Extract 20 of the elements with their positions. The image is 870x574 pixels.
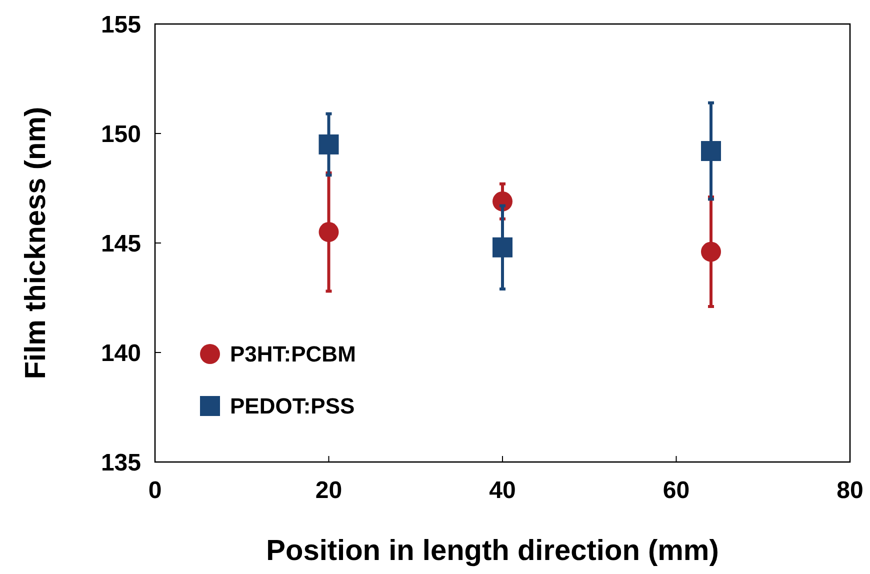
y-tick-label: 140	[100, 340, 141, 367]
legend-label: PEDOT:PSS	[230, 394, 355, 419]
y-tick-label: 155	[100, 11, 141, 38]
y-tick-label: 145	[100, 230, 141, 258]
point	[701, 141, 721, 162]
x-tick-label: 0	[148, 477, 162, 504]
x-tick-label: 60	[662, 477, 690, 504]
y-axis-title: Film thickness (nm)	[20, 106, 52, 380]
x-tick-label: 80	[836, 477, 864, 504]
y-tick-label: 150	[100, 120, 141, 148]
point	[492, 237, 512, 258]
y-tick-label: 135	[100, 449, 141, 476]
point	[701, 242, 721, 262]
point	[492, 191, 512, 212]
point	[318, 222, 339, 242]
x-tick-label: 20	[315, 477, 342, 504]
point	[318, 134, 339, 154]
x-tick-label: 40	[489, 477, 516, 504]
x-axis-title: Position in length direction (mm)	[266, 535, 719, 567]
legend-label: P3HT:PCBM	[230, 342, 356, 367]
